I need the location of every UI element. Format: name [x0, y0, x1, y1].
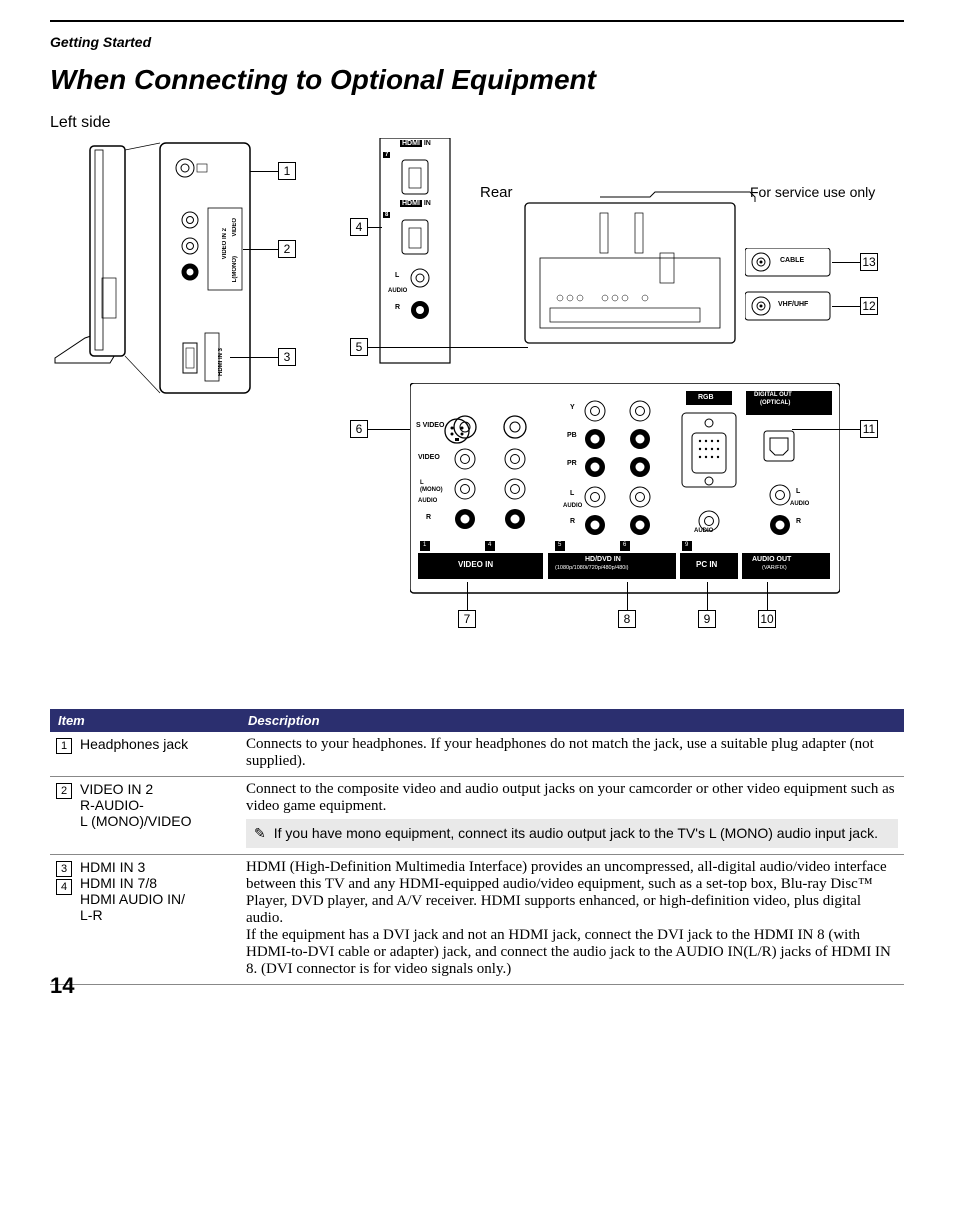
page-title: When Connecting to Optional Equipment: [50, 64, 904, 96]
top-rule: [50, 20, 904, 22]
callout-5: 5: [350, 338, 368, 356]
label-hdmi-7: 7: [383, 152, 390, 158]
note-box: ✎ If you have mono equipment, connect its…: [246, 819, 898, 848]
desc-cell: Connects to your headphones. If your hea…: [240, 732, 904, 777]
label-hdmi-8: 8: [383, 212, 390, 218]
label-audio1: AUDIO: [418, 498, 437, 504]
page-number: 14: [50, 973, 74, 999]
label-lmono: L (MONO): [420, 480, 443, 494]
label-svideo: S VIDEO: [416, 422, 444, 429]
item-number-box: 2: [56, 783, 72, 799]
label-hddvd-in: HD/DVD IN: [585, 556, 621, 563]
label-audio-l: L: [395, 272, 399, 279]
leftside-label: Left side: [50, 114, 904, 132]
section-label: Getting Started: [50, 34, 904, 50]
label-l3: L: [796, 488, 800, 495]
panel-num-4: 4: [488, 542, 491, 548]
label-pc-in: PC IN: [696, 560, 717, 569]
label-digital-out: DIGITAL OUT: [754, 392, 792, 398]
label-video-in-2-side: VIDEO IN 2: [222, 228, 228, 259]
label-video-side: VIDEO: [232, 218, 238, 237]
note-icon: ✎: [254, 825, 266, 842]
label-hd-res: (1080p/1080i/720p/480p/480i): [555, 565, 628, 571]
rear-label: Rear: [480, 184, 513, 201]
svideo-icon: [442, 416, 472, 446]
label-optical: (OPTICAL): [760, 400, 790, 406]
hdmi-column-illustration: [370, 138, 500, 368]
label-video: VIDEO: [418, 454, 440, 461]
item-name: Headphones jack: [80, 736, 220, 754]
label-audio-mid: AUDIO: [388, 288, 407, 294]
label-y: Y: [570, 404, 575, 411]
label-audio-out: AUDIO OUT: [752, 556, 791, 563]
description-table: Item Description 1 Headphones jack Connect…: [50, 709, 904, 985]
callout-1: 1: [278, 162, 296, 180]
item-cell: 2 VIDEO IN 2 R-AUDIO- L (MONO)/VIDEO: [50, 777, 240, 855]
label-vhf: VHF/UHF: [778, 301, 808, 308]
label-hdmi-in-top: HDMI IN: [400, 140, 431, 147]
panel-num-6: 6: [623, 542, 626, 548]
item-number-box: 4: [56, 879, 72, 895]
label-video-in: VIDEO IN: [458, 560, 493, 569]
table-row: 3 4 HDMI IN 3 HDMI IN 7/8 HDMI AUDIO IN/ L…: [50, 855, 904, 985]
tv-rear-small: [520, 198, 740, 358]
callout-12: 12: [860, 297, 878, 315]
label-pr: PR: [567, 460, 577, 467]
label-pb: PB: [567, 432, 577, 439]
label-l2: L: [570, 490, 574, 497]
service-bracket: [600, 190, 800, 204]
callout-11: 11: [860, 420, 878, 438]
label-audio-lmono: L(MONO): [232, 256, 238, 282]
label-hdmi-in-8-top: HDMI IN: [400, 200, 431, 207]
panel-num-1: 1: [423, 542, 426, 548]
desc-cell: Connect to the composite video and audio…: [240, 777, 904, 855]
label-r2: R: [570, 518, 575, 525]
callout-3: 3: [278, 348, 296, 366]
item-name: HDMI IN 3 HDMI IN 7/8 HDMI AUDIO IN/ L-R: [80, 859, 220, 923]
note-text: If you have mono equipment, connect its …: [274, 825, 878, 841]
label-cable: CABLE: [780, 257, 804, 264]
desc-cell: HDMI (High-Definition Multimedia Interfa…: [240, 855, 904, 985]
label-audio-r: R: [395, 304, 400, 311]
callout-6: 6: [350, 420, 368, 438]
table-row: 1 Headphones jack Connects to your headpho…: [50, 732, 904, 777]
callout-13: 13: [860, 253, 878, 271]
item-number-box: 3: [56, 861, 72, 877]
callout-7: 7: [458, 610, 476, 628]
panel-num-9: 9: [685, 542, 688, 548]
panel-num-5: 5: [558, 542, 561, 548]
item-cell: 1 Headphones jack: [50, 732, 240, 777]
callout-10: 10: [758, 610, 776, 628]
label-audio2: AUDIO: [563, 503, 582, 509]
diagram-area: VIDEO IN 2 VIDEO L(MONO) HDMI IN 3 1 2 3…: [50, 138, 904, 693]
label-audio3: AUDIO: [790, 501, 809, 507]
label-r1: R: [426, 514, 431, 521]
label-varfix: (VAR/FIX): [762, 565, 787, 571]
th-item: Item: [50, 709, 240, 732]
callout-2: 2: [278, 240, 296, 258]
callout-8: 8: [618, 610, 636, 628]
desc-text: Connect to the composite video and audio…: [246, 781, 898, 815]
label-rgb: RGB: [698, 394, 714, 401]
th-desc: Description: [240, 709, 904, 732]
label-r3: R: [796, 518, 801, 525]
table-row: 2 VIDEO IN 2 R-AUDIO- L (MONO)/VIDEO Conne…: [50, 777, 904, 855]
desc-text: HDMI (High-Definition Multimedia Interfa…: [246, 859, 898, 978]
label-pc-audio: AUDIO: [694, 528, 713, 534]
label-hdmi-in-3-side: HDMI IN 3: [218, 348, 224, 376]
item-name: VIDEO IN 2 R-AUDIO- L (MONO)/VIDEO: [80, 781, 220, 829]
item-number-box: 1: [56, 738, 72, 754]
item-cell: 3 4 HDMI IN 3 HDMI IN 7/8 HDMI AUDIO IN/ L…: [50, 855, 240, 985]
callout-4: 4: [350, 218, 368, 236]
callout-9: 9: [698, 610, 716, 628]
desc-text: Connects to your headphones. If your hea…: [246, 736, 898, 770]
